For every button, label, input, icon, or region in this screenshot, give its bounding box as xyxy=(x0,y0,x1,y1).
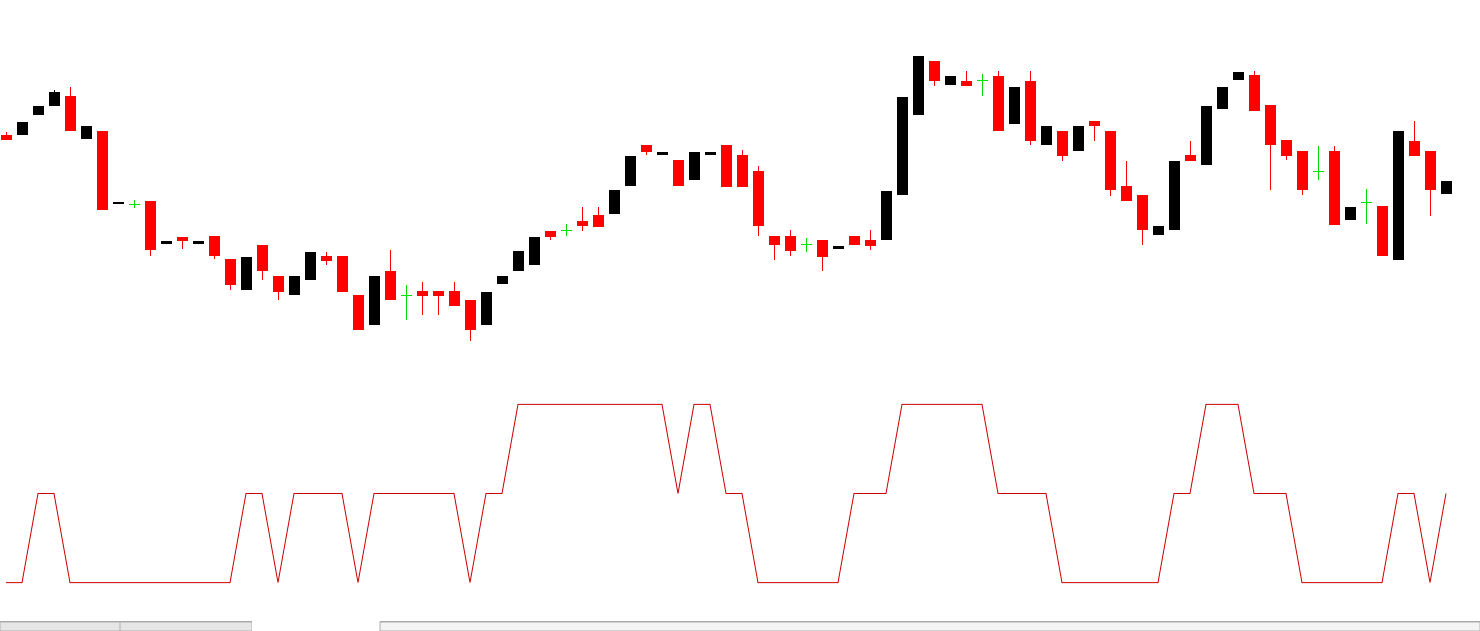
scrollbar[interactable] xyxy=(379,621,1480,631)
candle-body xyxy=(177,237,188,241)
candle-body xyxy=(209,236,220,256)
candle-body xyxy=(673,160,684,186)
candle-body xyxy=(1377,206,1388,256)
candle-body xyxy=(545,231,556,237)
candle-body xyxy=(1409,141,1420,156)
candle-body xyxy=(1393,131,1404,260)
candle-body xyxy=(1441,181,1452,194)
candle-body xyxy=(705,152,716,155)
candle-body xyxy=(737,155,748,187)
candle-body xyxy=(385,271,396,300)
candle-body xyxy=(33,106,44,115)
candle-body xyxy=(593,215,604,227)
candle-body xyxy=(497,276,508,284)
candle-body xyxy=(113,202,124,204)
candle-body xyxy=(1009,87,1020,124)
candle-body xyxy=(641,145,652,152)
candle-body xyxy=(1,135,12,140)
candle-body xyxy=(849,236,860,245)
candle-body xyxy=(1249,75,1260,111)
indicator-line xyxy=(6,403,1447,584)
candle-body xyxy=(1265,105,1276,145)
candle-body xyxy=(289,276,300,295)
candle-body xyxy=(1025,81,1036,141)
candle-body xyxy=(257,245,268,271)
candle-body xyxy=(145,201,156,250)
candle-body xyxy=(305,252,316,280)
candle-body xyxy=(337,256,348,292)
candle-body xyxy=(881,191,892,240)
candle-body xyxy=(369,276,380,325)
candle-body xyxy=(1329,151,1340,225)
candle-body xyxy=(1169,161,1180,230)
candle-body xyxy=(1121,186,1132,201)
candle-body xyxy=(193,241,204,244)
candle-body xyxy=(17,122,28,135)
candle-body xyxy=(1201,106,1212,165)
candle-body xyxy=(993,76,1004,131)
candle-body xyxy=(1217,87,1228,109)
candle-body xyxy=(945,76,956,85)
tab[interactable] xyxy=(0,621,121,631)
candle-body xyxy=(1425,151,1436,190)
candle-body xyxy=(577,221,588,226)
tab-bar xyxy=(0,621,1480,631)
candle-body xyxy=(1105,131,1116,190)
candle-body xyxy=(353,295,364,330)
candle-body xyxy=(1185,155,1196,161)
candle-body xyxy=(721,145,732,187)
candle-body xyxy=(481,292,492,325)
candle-body xyxy=(753,171,764,226)
candle-body xyxy=(1281,140,1292,156)
candle-body xyxy=(1041,126,1052,145)
candle-body xyxy=(961,81,972,86)
candle-body xyxy=(97,131,108,210)
candle-body xyxy=(1089,121,1100,126)
tab-active[interactable] xyxy=(252,621,380,631)
candle-body xyxy=(465,300,476,330)
candle-body xyxy=(785,236,796,251)
candle-body xyxy=(321,256,332,261)
candle-body xyxy=(1137,195,1148,230)
candle-body xyxy=(241,257,252,290)
candle-body xyxy=(833,246,844,249)
candle-body xyxy=(161,241,172,244)
candle-body xyxy=(769,236,780,245)
candle-body xyxy=(1345,207,1356,220)
candle-body xyxy=(1153,226,1164,235)
candle-body xyxy=(865,240,876,246)
candle-body xyxy=(81,126,92,139)
candle-body xyxy=(929,61,940,81)
candle-body xyxy=(657,152,668,155)
candle-body xyxy=(49,92,60,106)
candle-body xyxy=(449,291,460,306)
candle-body xyxy=(433,291,444,296)
candle-body xyxy=(417,291,428,296)
candle-body xyxy=(1057,131,1068,156)
candle-body xyxy=(689,152,700,180)
tab[interactable] xyxy=(119,621,253,631)
candle-body xyxy=(625,156,636,186)
candle-body xyxy=(897,97,908,195)
candle-body xyxy=(225,259,236,285)
candle-body xyxy=(609,190,620,214)
candle-body xyxy=(1297,151,1308,190)
candle-body xyxy=(529,237,540,265)
candle-body xyxy=(65,96,76,131)
candle-body xyxy=(913,56,924,115)
candle-body xyxy=(1073,126,1084,151)
candle-body xyxy=(273,276,284,292)
candle-body xyxy=(817,240,828,257)
candle-body xyxy=(1233,72,1244,80)
candle-body xyxy=(513,251,524,271)
